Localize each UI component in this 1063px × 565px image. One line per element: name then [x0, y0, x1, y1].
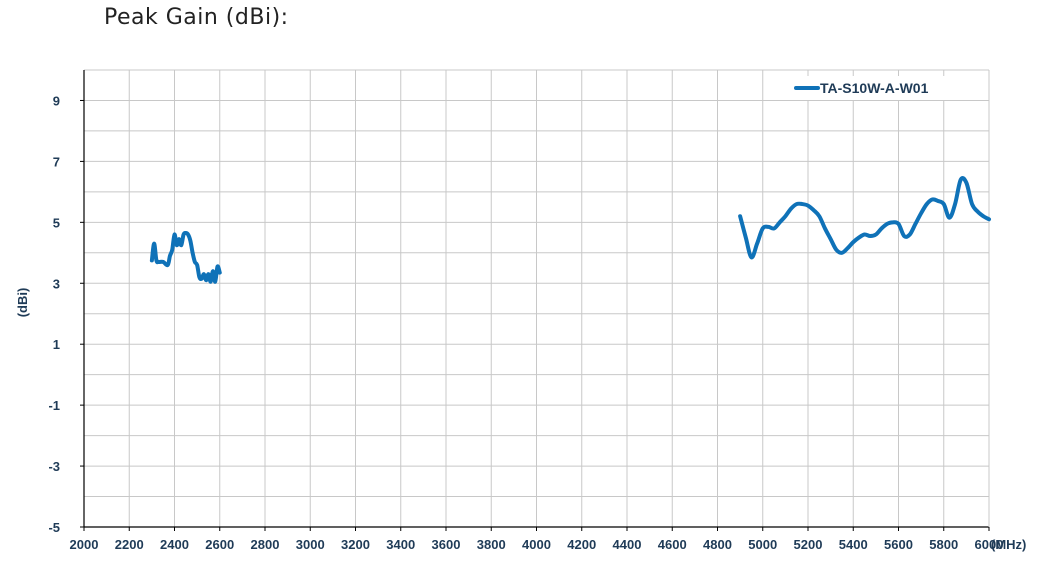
y-tick-label: 9 [53, 93, 60, 108]
x-tick-label: 3400 [386, 537, 415, 552]
legend-label: TA-S10W-A-W01 [820, 80, 929, 96]
x-tick-label: 5400 [839, 537, 868, 552]
y-tick-label: 5 [53, 215, 60, 230]
x-tick-label: 2600 [205, 537, 234, 552]
y-tick-label: 3 [53, 276, 60, 291]
y-tick-label: 1 [53, 337, 60, 352]
page-title: Peak Gain (dBi): [104, 5, 289, 30]
x-tick-label: 2200 [115, 537, 144, 552]
x-tick-label: 2800 [251, 537, 280, 552]
x-tick-label: 5600 [884, 537, 913, 552]
series-line-segment-1 [149, 230, 222, 284]
x-tick-label: 4200 [567, 537, 596, 552]
x-tick-label: 4000 [522, 537, 551, 552]
x-tick-label: 6000 [975, 537, 1004, 552]
x-tick-label: 2400 [160, 537, 189, 552]
x-tick-label: 3600 [432, 537, 461, 552]
x-axis-unit-label: (MHz) [991, 537, 1026, 552]
x-tick-label: 5000 [748, 537, 777, 552]
y-tick-labels: -5 -3 -1 1 3 5 7 9 [48, 93, 60, 535]
x-tick-label: 3000 [296, 537, 325, 552]
x-tick-label: 4600 [658, 537, 687, 552]
x-tick-label: 2000 [70, 537, 99, 552]
y-axis-label: (dBi) [15, 288, 30, 318]
legend-background [790, 76, 986, 100]
chart-axes [80, 70, 990, 531]
x-tick-label: 4800 [703, 537, 732, 552]
chart-legend: TA-S10W-A-W01 [790, 76, 986, 100]
x-tick-label: 5200 [794, 537, 823, 552]
series-line-segment-2 [738, 176, 991, 260]
y-tick-label: 7 [53, 154, 60, 169]
x-tick-label: 4400 [613, 537, 642, 552]
y-tick-label: -5 [48, 520, 60, 535]
x-tick-label: 3800 [477, 537, 506, 552]
chart-grid [84, 69, 990, 527]
series-lines [149, 176, 991, 284]
x-tick-labels: 2000 2200 2400 2600 2800 3000 3200 3400 3600 3800… [70, 537, 1004, 552]
y-tick-label: -3 [48, 459, 60, 474]
y-tick-label: -1 [48, 398, 60, 413]
x-tick-label: 3200 [341, 537, 370, 552]
x-tick-label: 5800 [929, 537, 958, 552]
